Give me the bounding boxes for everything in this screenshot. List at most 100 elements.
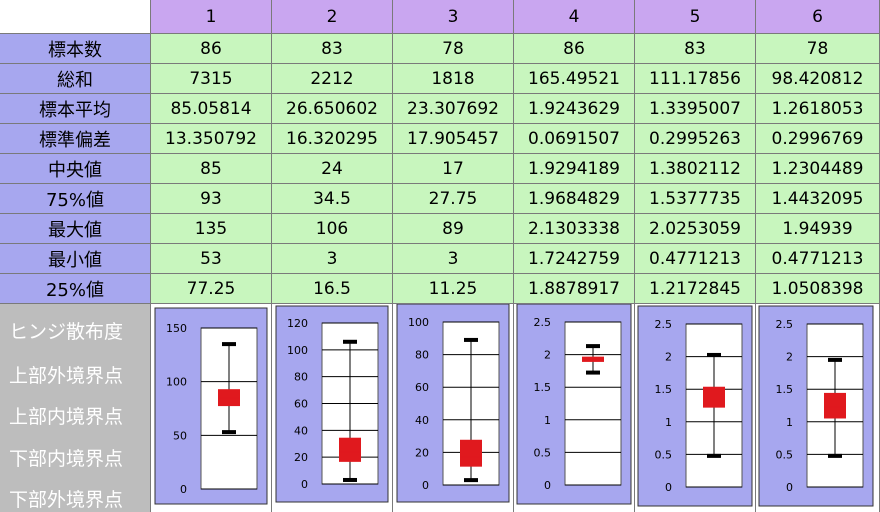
table-cell[interactable]: 16.5 — [272, 274, 393, 304]
table-cell[interactable]: 13.350792 — [151, 124, 272, 154]
y-tick-label: 0 — [665, 481, 672, 494]
table-cell[interactable]: 1.3802112 — [635, 154, 756, 184]
table-cell[interactable]: 53 — [151, 244, 272, 274]
boxplot-cell-5[interactable]: 0 0.5 1 1.5 2 2.5 — [635, 304, 756, 512]
y-tick-label: 1 — [786, 416, 793, 429]
table-cell[interactable]: 1.9294189 — [514, 154, 635, 184]
column-header-2[interactable]: 2 — [272, 0, 393, 34]
y-tick-label: 20 — [294, 451, 308, 464]
table-cell[interactable]: 86 — [514, 34, 635, 64]
boxplot-cell-2[interactable]: 0 20 40 60 80 100 120 — [272, 304, 393, 512]
table-cell[interactable]: 1.2618053 — [756, 94, 880, 124]
iqr-box — [339, 437, 361, 462]
row-label[interactable]: 中央値 — [0, 154, 151, 184]
table-cell[interactable]: 1.94939 — [756, 214, 880, 244]
y-tick-label: 0.5 — [655, 448, 673, 461]
table-cell[interactable]: 77.25 — [151, 274, 272, 304]
table-cell[interactable]: 3 — [272, 244, 393, 274]
table-cell[interactable]: 0.4771213 — [635, 244, 756, 274]
y-tick-label: 150 — [166, 322, 187, 335]
table-cell[interactable]: 86 — [151, 34, 272, 64]
table-cell[interactable]: 17 — [393, 154, 514, 184]
column-header-1[interactable]: 1 — [151, 0, 272, 34]
table-cell[interactable]: 78 — [756, 34, 880, 64]
boxplot-cell-1[interactable]: 0 50 100 150 — [151, 304, 272, 512]
table-cell[interactable]: 0.2995263 — [635, 124, 756, 154]
boxplot-cell-4[interactable]: 0 0.5 1 1.5 2 2.5 — [514, 304, 635, 512]
table-cell[interactable]: 24 — [272, 154, 393, 184]
table-cell[interactable]: 1.2304489 — [756, 154, 880, 184]
y-tick-label: 2.5 — [534, 316, 552, 329]
table-cell[interactable]: 34.5 — [272, 184, 393, 214]
table-cell[interactable]: 1.4432095 — [756, 184, 880, 214]
table-cell[interactable]: 89 — [393, 214, 514, 244]
table-cell[interactable]: 7315 — [151, 64, 272, 94]
table-cell[interactable]: 23.307692 — [393, 94, 514, 124]
y-tick-label: 1.5 — [776, 383, 794, 396]
y-tick-label: 0 — [544, 479, 551, 492]
lower-label: 下部外境界点 — [9, 489, 124, 511]
column-header-5[interactable]: 5 — [635, 0, 756, 34]
boxplot-chart-6: 0 0.5 1 1.5 2 2.5 — [758, 305, 874, 507]
y-tick-label: 40 — [294, 424, 308, 437]
table-cell[interactable]: 1.2172845 — [635, 274, 756, 304]
y-tick-label: 100 — [408, 316, 429, 329]
row-label[interactable]: 総和 — [0, 64, 151, 94]
table-cell[interactable]: 1.7242759 — [514, 244, 635, 274]
table-cell[interactable]: 1.0508398 — [756, 274, 880, 304]
table-cell[interactable]: 16.320295 — [272, 124, 393, 154]
row-label[interactable]: 標本平均 — [0, 94, 151, 124]
table-cell[interactable]: 1.9243629 — [514, 94, 635, 124]
table-cell[interactable]: 27.75 — [393, 184, 514, 214]
table-cell[interactable]: 26.650602 — [272, 94, 393, 124]
table-cell[interactable]: 3 — [393, 244, 514, 274]
y-tick-label: 2 — [665, 351, 672, 364]
table-cell[interactable]: 1.8878917 — [514, 274, 635, 304]
y-tick-label: 50 — [173, 429, 187, 442]
table-cell[interactable]: 0.0691507 — [514, 124, 635, 154]
table-cell[interactable]: 78 — [393, 34, 514, 64]
table-cell[interactable]: 2.1303338 — [514, 214, 635, 244]
row-label[interactable]: 標本数 — [0, 34, 151, 64]
table-cell[interactable]: 1818 — [393, 64, 514, 94]
corner-cell[interactable] — [0, 0, 151, 34]
row-label[interactable]: 標準偏差 — [0, 124, 151, 154]
table-cell[interactable]: 165.49521 — [514, 64, 635, 94]
boxplot-cell-3[interactable]: 0 20 40 60 80 100 — [393, 304, 514, 512]
table-cell[interactable]: 111.17856 — [635, 64, 756, 94]
column-header-4[interactable]: 4 — [514, 0, 635, 34]
table-cell[interactable]: 83 — [272, 34, 393, 64]
table-cell[interactable]: 2.0253059 — [635, 214, 756, 244]
table-cell[interactable]: 2212 — [272, 64, 393, 94]
table-cell[interactable]: 93 — [151, 184, 272, 214]
row-label[interactable]: 25%値 — [0, 274, 151, 304]
boxplot-chart-4: 0 0.5 1 1.5 2 2.5 — [516, 304, 632, 505]
table-cell[interactable]: 17.905457 — [393, 124, 514, 154]
y-tick-label: 0 — [422, 479, 429, 492]
y-tick-label: 2 — [544, 349, 551, 362]
table-cell[interactable]: 106 — [272, 214, 393, 244]
table-cell[interactable]: 98.420812 — [756, 64, 880, 94]
boxplot-chart-1: 0 50 100 150 — [154, 307, 268, 505]
column-header-3[interactable]: 3 — [393, 0, 514, 34]
table-cell[interactable]: 11.25 — [393, 274, 514, 304]
table-cell[interactable]: 135 — [151, 214, 272, 244]
y-tick-label: 20 — [415, 446, 429, 459]
table-cell[interactable]: 1.9684829 — [514, 184, 635, 214]
row-label[interactable]: 最大値 — [0, 214, 151, 244]
table-cell[interactable]: 83 — [635, 34, 756, 64]
lower-label-column[interactable]: ヒンジ散布度 上部外境界点 上部内境界点 下部内境界点 下部外境界点 — [0, 304, 151, 512]
boxplot-chart-3: 0 20 40 60 80 100 — [396, 304, 510, 503]
row-label[interactable]: 75%値 — [0, 184, 151, 214]
table-cell[interactable]: 85.05814 — [151, 94, 272, 124]
row-label[interactable]: 最小値 — [0, 244, 151, 274]
table-cell[interactable]: 1.5377735 — [635, 184, 756, 214]
table-cell[interactable]: 0.4771213 — [756, 244, 880, 274]
table-cell[interactable]: 85 — [151, 154, 272, 184]
y-tick-label: 1 — [544, 414, 551, 427]
y-tick-label: 1 — [665, 416, 672, 429]
boxplot-cell-6[interactable]: 0 0.5 1 1.5 2 2.5 — [756, 304, 880, 512]
table-cell[interactable]: 1.3395007 — [635, 94, 756, 124]
table-cell[interactable]: 0.2996769 — [756, 124, 880, 154]
column-header-6[interactable]: 6 — [756, 0, 880, 34]
